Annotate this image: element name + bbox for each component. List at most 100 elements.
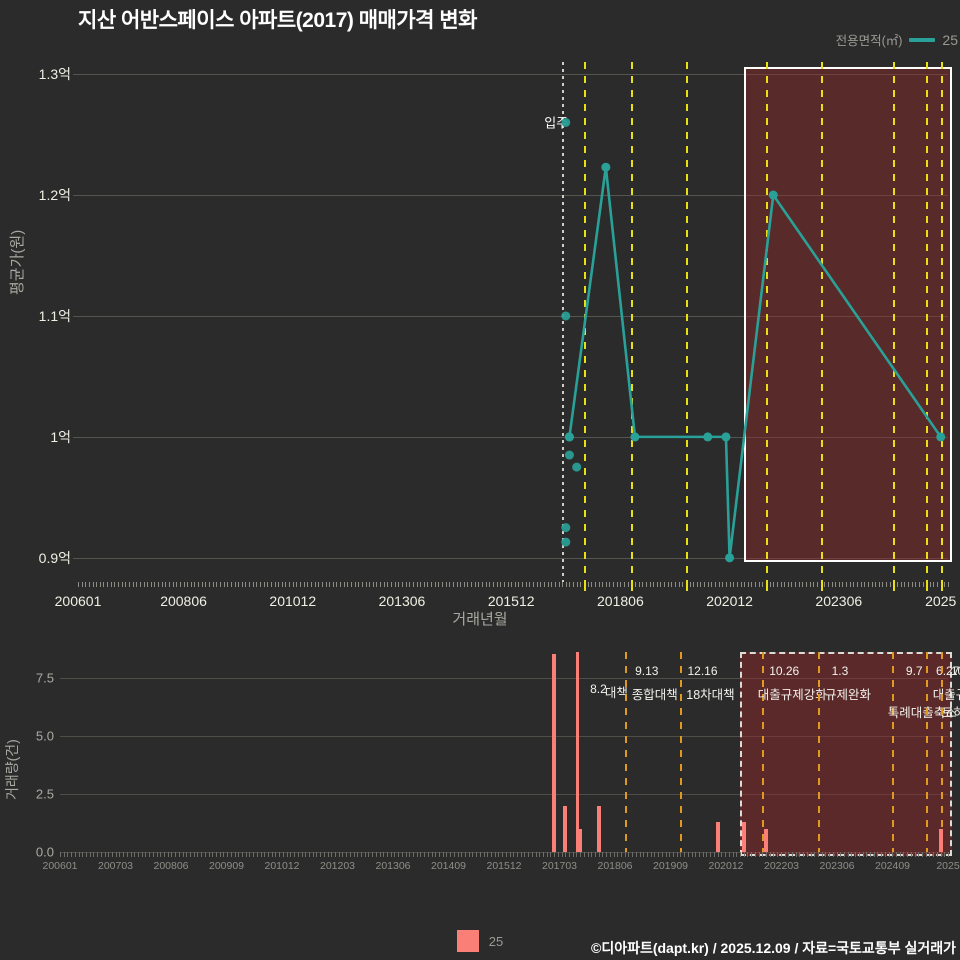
volume-x-minor-tick <box>606 852 608 857</box>
price-data-point <box>721 432 731 442</box>
volume-x-minor-tick <box>825 852 827 857</box>
price-x-minor-tick <box>154 582 156 587</box>
price-x-minor-tick <box>667 582 669 587</box>
volume-x-minor-tick <box>706 852 708 857</box>
price-x-minor-tick <box>143 582 145 587</box>
price-x-tick-label: 201012 <box>269 593 317 609</box>
volume-x-minor-tick <box>531 852 533 857</box>
volume-x-minor-tick <box>338 852 340 857</box>
volume-bar <box>552 654 557 852</box>
volume-x-minor-tick <box>669 852 671 857</box>
volume-x-tick-label: 2025 <box>936 860 960 872</box>
volume-x-minor-tick <box>290 852 292 857</box>
volume-x-minor-tick <box>104 852 106 857</box>
volume-x-minor-tick <box>502 852 504 857</box>
price-x-minor-tick <box>241 582 243 587</box>
volume-x-minor-tick <box>624 852 626 857</box>
volume-x-minor-tick <box>580 852 582 857</box>
volume-x-minor-tick <box>275 852 277 857</box>
volume-x-minor-tick <box>360 852 362 857</box>
volume-x-minor-tick <box>747 852 749 857</box>
volume-x-minor-tick <box>487 852 489 857</box>
price-x-minor-tick <box>467 582 469 587</box>
volume-x-minor-tick <box>457 852 459 857</box>
price-x-minor-tick <box>573 582 575 587</box>
volume-x-minor-tick <box>126 852 128 857</box>
volume-x-tick-label: 202012 <box>708 860 744 872</box>
volume-x-minor-tick <box>628 852 630 857</box>
volume-x-minor-tick <box>268 852 270 857</box>
move-in-date-line <box>562 62 565 582</box>
price-data-point <box>936 432 946 442</box>
volume-x-minor-tick <box>320 852 322 857</box>
volume-x-tick-label: 201409 <box>430 860 467 872</box>
price-x-minor-tick <box>624 582 626 587</box>
volume-x-minor-tick <box>431 852 433 857</box>
policy-marker-line <box>926 62 929 582</box>
volume-x-tick-label: 202409 <box>874 860 911 872</box>
price-x-minor-tick <box>452 582 454 587</box>
volume-x-minor-tick <box>427 852 429 857</box>
price-x-minor-tick <box>310 582 312 587</box>
volume-bar <box>596 805 601 852</box>
price-x-minor-tick <box>332 582 334 587</box>
volume-x-minor-tick <box>810 852 812 857</box>
volume-x-minor-tick <box>145 852 147 857</box>
volume-x-minor-tick <box>186 852 188 857</box>
price-x-minor-tick <box>733 582 735 587</box>
volume-x-minor-tick <box>765 852 767 857</box>
volume-x-minor-tick <box>141 852 143 857</box>
price-x-minor-tick <box>816 582 818 587</box>
volume-x-minor-tick <box>517 852 518 857</box>
price-x-minor-tick <box>172 582 174 587</box>
volume-x-minor-tick <box>665 852 667 857</box>
volume-bar <box>715 821 720 852</box>
volume-x-minor-tick <box>182 852 184 857</box>
price-x-minor-tick <box>376 582 378 587</box>
volume-x-minor-tick <box>799 852 801 857</box>
price-x-minor-tick <box>867 582 869 587</box>
volume-x-minor-tick <box>918 852 920 857</box>
volume-x-minor-tick <box>840 852 842 857</box>
policy-marker-line <box>820 62 823 582</box>
volume-x-minor-tick <box>175 852 177 857</box>
volume-x-minor-tick <box>82 852 84 857</box>
price-x-policy-tick <box>893 582 896 591</box>
price-x-minor-tick <box>871 582 873 587</box>
volume-x-minor-tick <box>817 852 819 857</box>
price-x-minor-tick <box>209 582 211 587</box>
price-x-tick-label: 201306 <box>378 593 426 609</box>
volume-x-minor-tick <box>847 852 849 857</box>
price-x-minor-tick <box>354 582 356 587</box>
volume-x-tick-label: 201909 <box>652 860 689 872</box>
volume-x-minor-tick <box>598 852 600 857</box>
policy-marker-line <box>817 652 820 852</box>
volume-x-minor-tick <box>171 852 173 857</box>
price-x-minor-tick <box>474 582 476 587</box>
price-x-minor-tick <box>543 582 545 587</box>
legend-top-line-swatch <box>909 37 936 42</box>
volume-x-minor-tick <box>219 852 221 857</box>
price-x-minor-tick <box>758 582 760 587</box>
price-x-tick-label: 201512 <box>487 593 535 609</box>
price-x-minor-tick <box>784 582 786 587</box>
policy-marker-line <box>925 652 928 852</box>
volume-x-minor-tick <box>721 852 723 857</box>
price-x-minor-tick <box>791 582 793 587</box>
volume-x-minor-tick <box>602 852 604 857</box>
price-x-minor-tick <box>842 582 844 587</box>
policy-marker-date: 10.26 <box>769 664 800 678</box>
price-x-minor-tick <box>587 582 589 587</box>
price-x-minor-tick <box>776 582 778 587</box>
price-x-minor-tick <box>398 582 400 587</box>
volume-x-minor-tick <box>621 852 623 857</box>
price-y-tick-label: 1.1억 <box>38 307 71 324</box>
price-x-policy-tick <box>583 582 586 591</box>
volume-x-minor-tick <box>784 852 786 857</box>
volume-x-minor-tick <box>160 852 162 857</box>
volume-x-minor-tick <box>858 852 860 857</box>
price-x-minor-tick <box>846 582 848 587</box>
price-data-point <box>601 162 611 172</box>
volume-x-minor-tick <box>543 852 544 857</box>
policy-marker-date: 9.13 <box>635 664 659 678</box>
